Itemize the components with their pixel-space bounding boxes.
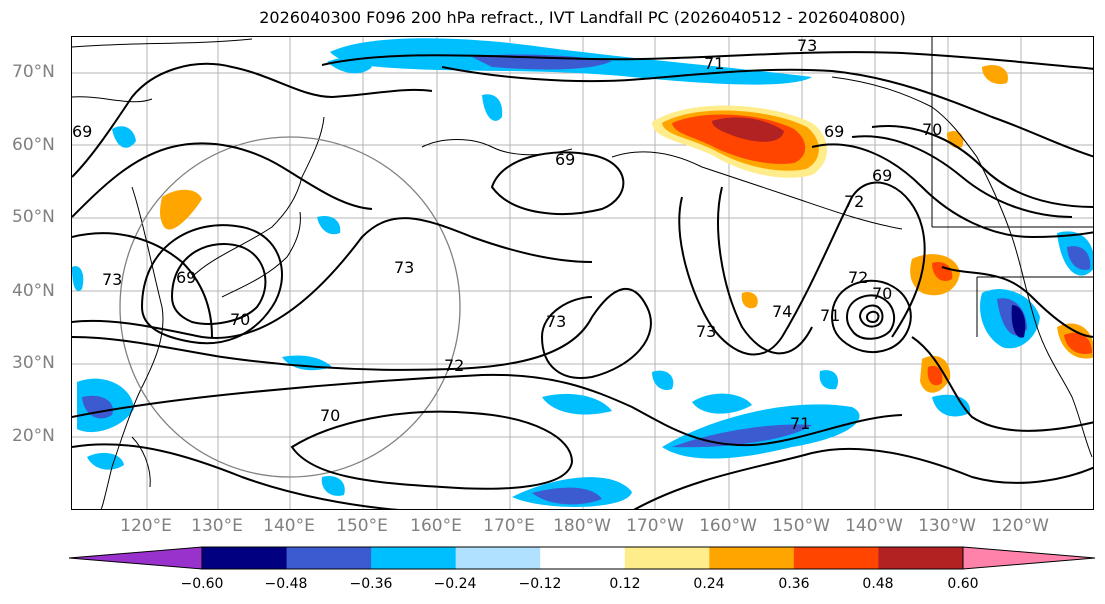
lon-label: 120°E: [120, 516, 172, 536]
lat-label: 70°N: [12, 62, 55, 82]
contour-label: 70: [922, 120, 942, 139]
contour-label: 70: [230, 310, 250, 329]
lon-label: 180°W: [553, 516, 611, 536]
colorbar-segment: [371, 547, 457, 569]
colorbar-segment: [455, 547, 541, 569]
negative-pc-shading: [72, 38, 1093, 507]
lon-label: 140°W: [845, 516, 903, 536]
colorbar-tick: −0.36: [349, 576, 393, 592]
contour-label: 72: [848, 268, 868, 287]
colorbar-tick: −0.24: [433, 576, 477, 592]
lon-label: 170°W: [626, 516, 684, 536]
colorbar-tick: −0.48: [264, 576, 308, 592]
lon-label: 130°W: [918, 516, 976, 536]
contour-label: 72: [444, 356, 464, 375]
map-panel: 73 71 69 69 70 69 72 73 69 70 73 72 70 7…: [71, 36, 1094, 510]
contour-labels: 73 71 69 69 70 69 72 73 69 70 73 72 70 7…: [72, 37, 942, 433]
lon-label: 120°W: [991, 516, 1049, 536]
contour-label: 74: [772, 302, 792, 321]
colorbar-segment: [540, 547, 626, 569]
contour-label: 71: [790, 414, 810, 433]
colorbar-tick: 0.24: [693, 576, 725, 592]
colorbar-tick: 0.60: [947, 576, 979, 592]
contour-label: 69: [824, 122, 844, 141]
colorbar-tick: −0.12: [518, 576, 562, 592]
coastlines: [72, 37, 1093, 509]
colorbar: [68, 546, 1096, 570]
colorbar-segment: [878, 547, 964, 569]
contour-label: 73: [696, 322, 716, 341]
lon-label: 150°W: [772, 516, 830, 536]
lat-label: 60°N: [12, 135, 55, 155]
lat-label: 50°N: [12, 207, 55, 227]
contour-label: 69: [872, 166, 892, 185]
colorbar-segment: [963, 547, 1095, 569]
colorbar-tick: 0.36: [778, 576, 810, 592]
lat-label: 40°N: [12, 281, 55, 301]
colorbar-outline-right: [962, 546, 1096, 570]
contour-label: 70: [872, 284, 892, 303]
map-canvas: 73 71 69 69 70 69 72 73 69 70 73 72 70 7…: [72, 37, 1093, 509]
colorbar-segment: [624, 547, 710, 569]
contour-label: 72: [844, 192, 864, 211]
contour-label: 71: [820, 306, 840, 325]
contour-label: 69: [176, 268, 196, 287]
lon-label: 160°E: [410, 516, 462, 536]
colorbar-segment: [793, 547, 879, 569]
lat-label: 20°N: [12, 426, 55, 446]
positive-pc-shading: [160, 64, 1093, 393]
colorbar-tick: 0.48: [862, 576, 894, 592]
distance-circle: [119, 136, 461, 478]
colorbar-segment: [69, 547, 202, 569]
contour-label: 73: [546, 312, 566, 331]
colorbar-segment: [202, 547, 288, 569]
contour-label: 73: [102, 270, 122, 289]
contour-label: 69: [72, 122, 92, 141]
colorbar-segments: [69, 547, 1095, 569]
lon-label: 140°E: [263, 516, 315, 536]
lon-label: 160°W: [699, 516, 757, 536]
colorbar-tick: −0.60: [180, 576, 224, 592]
contour-label: 73: [797, 37, 817, 55]
colorbar-segment: [709, 547, 795, 569]
lon-label: 170°E: [483, 516, 535, 536]
colorbar-segment: [286, 547, 372, 569]
contour-label: 70: [320, 406, 340, 425]
map-title: 2026040300 F096 200 hPa refract., IVT La…: [259, 8, 906, 27]
height-contours: [72, 51, 1093, 509]
contour-label: 69: [555, 150, 575, 169]
contour-label: 73: [394, 258, 414, 277]
lon-label: 130°E: [191, 516, 243, 536]
lat-label: 30°N: [12, 353, 55, 373]
colorbar-tick: 0.12: [609, 576, 641, 592]
lon-label: 150°E: [336, 516, 388, 536]
contour-label: 71: [704, 54, 724, 73]
